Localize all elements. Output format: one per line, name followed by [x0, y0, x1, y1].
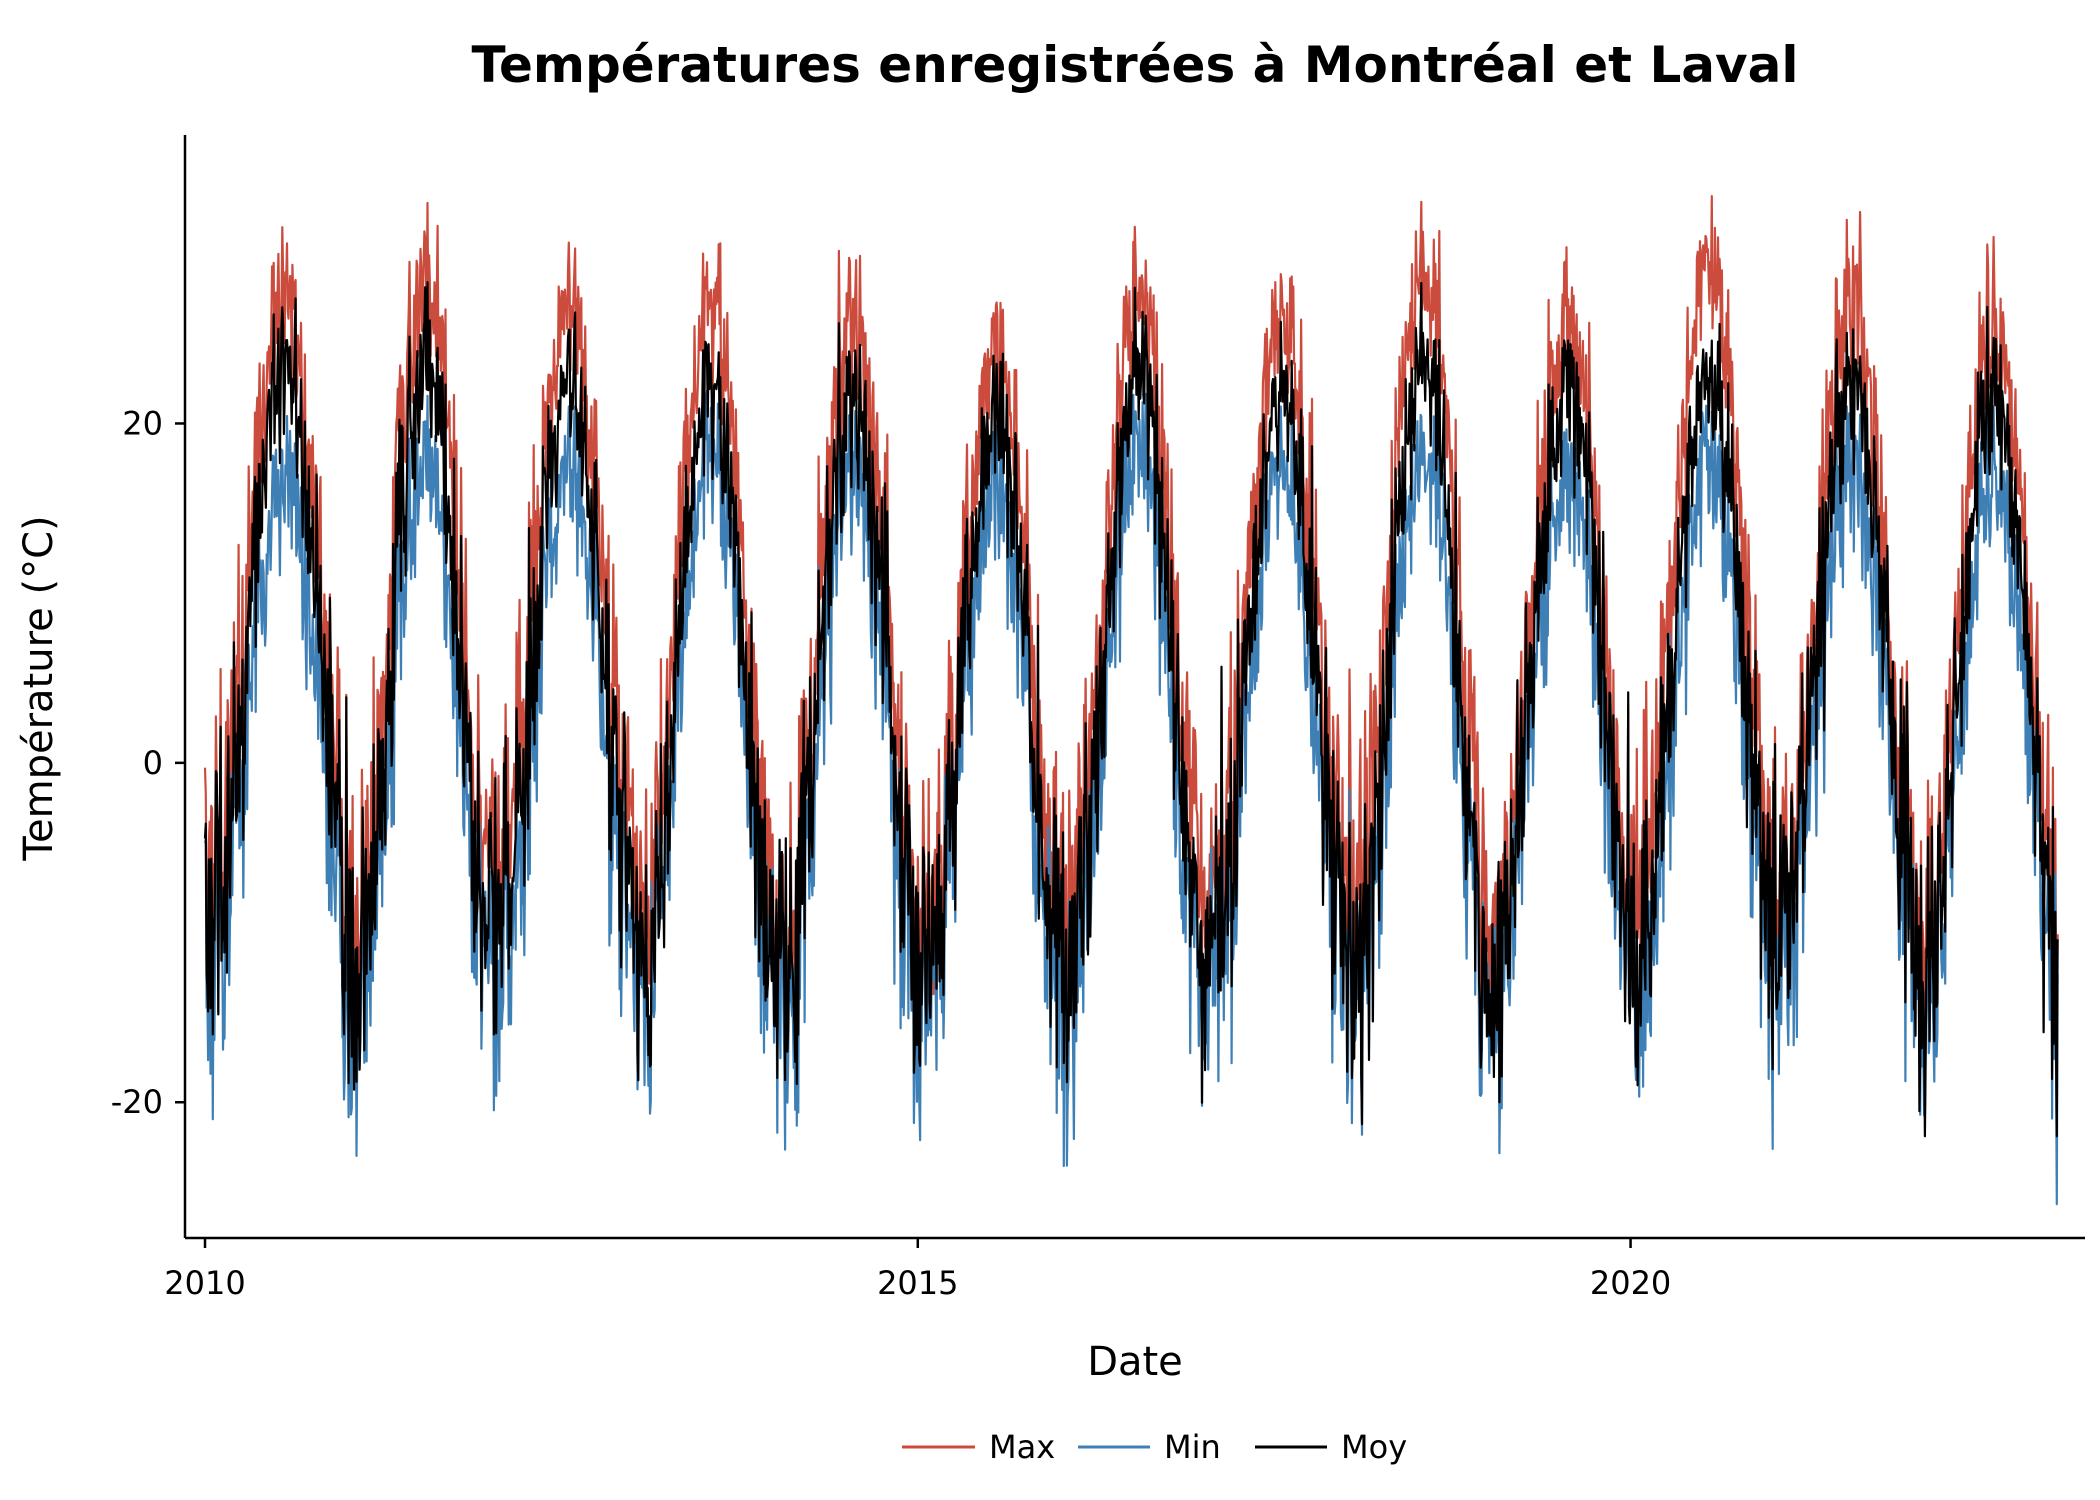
series-line-moy	[203, 281, 2059, 1138]
series-line-min	[203, 389, 2059, 1206]
chart-title: Températures enregistrées à Montréal et …	[471, 36, 1798, 94]
x-tick-label: 2010	[164, 1264, 245, 1302]
y-tick-label: 0	[143, 744, 163, 782]
series-line-max	[203, 195, 2059, 1067]
legend: Max Min Moy	[902, 1428, 1407, 1466]
legend-label-max: Max	[989, 1428, 1055, 1466]
x-tick-label: 2020	[1590, 1264, 1671, 1302]
series-layer	[203, 195, 2059, 1206]
y-tick-label: -20	[111, 1083, 163, 1121]
y-tick-label: 20	[122, 404, 163, 442]
legend-label-min: Min	[1164, 1428, 1221, 1466]
y-axis-title: Température (°C)	[16, 515, 62, 861]
x-tick-label: 2015	[877, 1264, 958, 1302]
x-ticks: 2010 2015 2020	[164, 1238, 1671, 1302]
y-ticks: -20 0 20	[111, 404, 185, 1121]
x-axis-title: Date	[1087, 1339, 1183, 1385]
legend-label-moy: Moy	[1341, 1428, 1407, 1466]
